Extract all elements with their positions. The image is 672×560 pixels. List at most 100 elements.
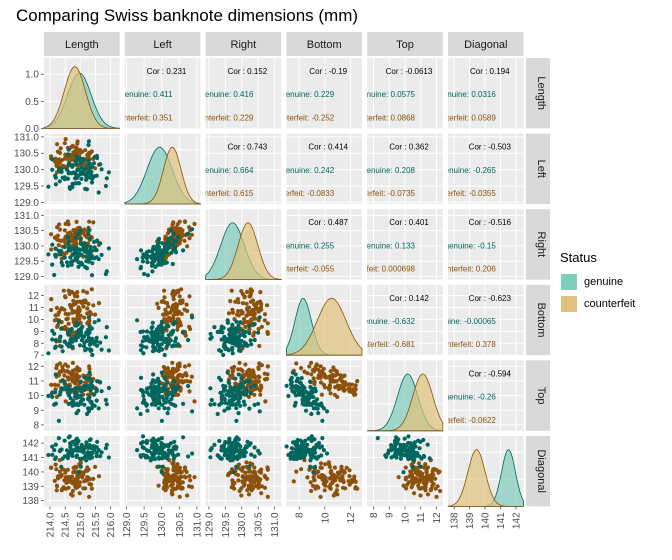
- xtick-bottom-10: 10: [320, 512, 331, 524]
- point-genuine: [59, 169, 64, 174]
- point-counterfeit: [173, 311, 178, 316]
- point-counterfeit: [74, 483, 79, 488]
- point-genuine: [144, 335, 149, 340]
- point-genuine: [99, 347, 104, 352]
- point-counterfeit: [173, 486, 178, 491]
- point-genuine: [46, 393, 51, 399]
- point-genuine: [50, 167, 55, 172]
- point-counterfeit: [323, 462, 328, 467]
- point-counterfeit: [77, 150, 83, 155]
- point-counterfeit: [91, 303, 96, 308]
- point-counterfeit: [170, 291, 175, 297]
- point-genuine: [57, 179, 62, 184]
- point-counterfeit: [179, 311, 184, 317]
- point-genuine: [62, 339, 67, 344]
- strip-label-col-length: Length: [65, 39, 99, 51]
- corr-total-bottom-diagonal: Cor : -0.623: [469, 294, 512, 303]
- point-genuine: [160, 394, 165, 400]
- point-counterfeit: [65, 219, 70, 224]
- point-counterfeit: [89, 486, 94, 491]
- legend-item-counterfeit: counterfeit: [560, 293, 635, 315]
- point-genuine: [172, 238, 177, 243]
- point-counterfeit: [49, 465, 54, 470]
- point-counterfeit: [70, 488, 75, 494]
- point-genuine: [162, 383, 167, 388]
- point-counterfeit: [77, 483, 82, 488]
- point-genuine: [293, 393, 298, 398]
- point-genuine: [153, 451, 158, 456]
- point-counterfeit: [72, 480, 77, 485]
- point-genuine: [73, 448, 78, 453]
- point-genuine: [138, 248, 144, 253]
- point-genuine: [84, 177, 89, 182]
- point-genuine: [86, 231, 91, 236]
- point-counterfeit: [318, 364, 323, 369]
- point-genuine: [94, 389, 99, 394]
- point-genuine: [94, 173, 99, 178]
- point-counterfeit: [355, 379, 360, 384]
- corr-counterfeit-right-bottom: counterfeit: -0.055: [270, 265, 335, 274]
- point-genuine: [170, 393, 175, 398]
- point-genuine: [234, 418, 239, 423]
- point-counterfeit: [337, 376, 343, 382]
- point-genuine: [230, 351, 235, 356]
- point-counterfeit: [182, 364, 188, 369]
- point-counterfeit: [340, 474, 345, 479]
- point-genuine: [86, 327, 91, 332]
- point-genuine: [162, 338, 167, 344]
- point-genuine: [400, 443, 405, 448]
- point-genuine: [181, 435, 186, 440]
- point-genuine: [159, 319, 164, 324]
- point-genuine: [421, 453, 426, 459]
- point-counterfeit: [347, 474, 352, 479]
- point-genuine: [86, 315, 91, 320]
- point-counterfeit: [164, 481, 169, 486]
- point-genuine: [234, 319, 239, 324]
- point-counterfeit: [331, 367, 336, 372]
- point-genuine: [78, 236, 83, 241]
- corr-genuine-length-bottom: genuine: 0.229: [281, 90, 334, 99]
- point-genuine: [88, 388, 93, 393]
- point-genuine: [186, 383, 191, 389]
- point-counterfeit: [256, 326, 261, 332]
- point-counterfeit: [63, 399, 68, 404]
- point-counterfeit: [239, 493, 244, 498]
- point-counterfeit: [318, 474, 323, 480]
- point-counterfeit: [178, 470, 183, 475]
- point-counterfeit: [63, 311, 68, 316]
- point-genuine: [410, 456, 415, 461]
- point-genuine: [152, 392, 157, 397]
- point-genuine: [234, 406, 239, 411]
- point-counterfeit: [240, 368, 245, 373]
- point-genuine: [69, 326, 74, 332]
- point-genuine: [83, 348, 88, 353]
- point-genuine: [248, 338, 253, 343]
- panel-left-right: [205, 133, 282, 204]
- point-counterfeit: [71, 298, 76, 303]
- point-genuine: [227, 436, 232, 441]
- point-counterfeit: [256, 485, 261, 490]
- point-counterfeit: [176, 373, 181, 378]
- point-genuine: [140, 388, 145, 393]
- point-genuine: [86, 383, 91, 389]
- panel-length-diagonal: [448, 58, 524, 129]
- point-genuine: [171, 386, 176, 391]
- ytick-left-130-0: 130.0: [14, 165, 39, 176]
- point-counterfeit: [255, 475, 260, 480]
- point-genuine: [233, 342, 238, 347]
- corr-genuine-left-top: genuine: 0.208: [362, 166, 415, 175]
- point-genuine: [237, 390, 242, 395]
- point-genuine: [208, 331, 213, 336]
- point-genuine: [145, 273, 150, 278]
- point-counterfeit: [85, 311, 90, 316]
- point-genuine: [144, 345, 149, 350]
- point-counterfeit: [321, 366, 326, 371]
- point-counterfeit: [228, 299, 233, 304]
- point-counterfeit: [56, 243, 61, 248]
- point-genuine: [95, 343, 100, 348]
- point-counterfeit: [248, 474, 253, 479]
- point-genuine: [235, 456, 240, 461]
- point-counterfeit: [70, 310, 75, 315]
- point-genuine: [53, 372, 58, 377]
- point-counterfeit: [57, 227, 63, 232]
